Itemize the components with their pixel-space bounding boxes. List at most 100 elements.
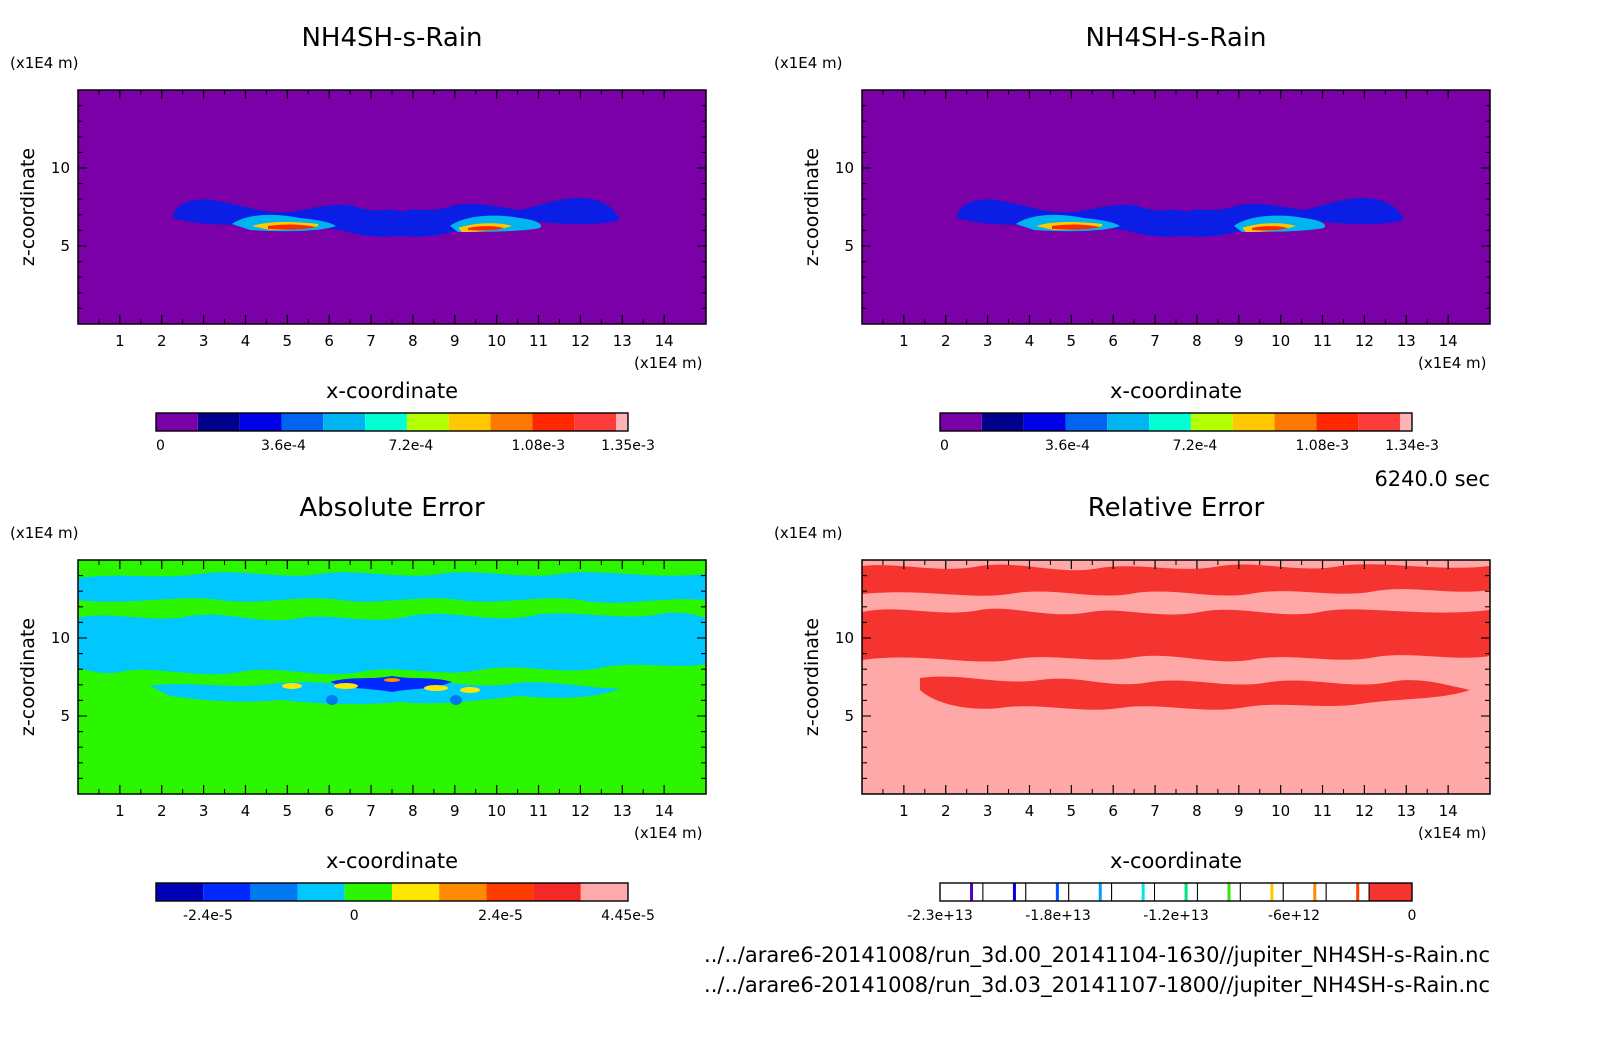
colorbar-segment	[239, 413, 282, 431]
colorbar-segment	[1316, 413, 1359, 431]
colorbar-segment	[616, 413, 628, 431]
x-unit-label: (x1E4 m)	[634, 354, 703, 372]
negative-blob	[450, 695, 462, 705]
colorbar-segment	[1190, 413, 1233, 431]
y-tick-label: 5	[844, 707, 854, 725]
colorbar-segment	[1358, 413, 1400, 431]
x-tick-label: 1	[899, 332, 909, 350]
y-tick-labels: 5 10	[51, 629, 70, 725]
colorbar-contour-line	[1055, 883, 1059, 901]
x-tick-label: 10	[1271, 802, 1290, 820]
colorbar-segment	[156, 413, 198, 431]
x-tick-label: 1	[899, 802, 909, 820]
x-tick-label: 3	[199, 332, 209, 350]
x-tick-label: 2	[157, 332, 167, 350]
x-tick-label: 5	[283, 802, 293, 820]
z-unit-label: (x1E4 m)	[774, 54, 843, 72]
panel-title: NH4SH-s-Rain	[301, 23, 482, 53]
colorbar-contour-line	[1313, 883, 1317, 901]
colorbar-contour-line	[1141, 883, 1145, 901]
y-tick-labels: 5 10	[835, 629, 854, 725]
x-tick-label: 4	[241, 802, 251, 820]
colorbar-segment	[574, 413, 616, 431]
x-tick-label: 5	[1067, 332, 1077, 350]
colorbar-segment	[448, 413, 491, 431]
y-axis-label: z-coordinate	[17, 148, 39, 266]
y-tick-label: 10	[51, 629, 70, 647]
z-unit-label: (x1E4 m)	[10, 54, 79, 72]
x-tick-label: 11	[1313, 332, 1332, 350]
colorbar-segment	[365, 413, 407, 431]
tick-marks	[78, 90, 706, 324]
x-tick-label: 12	[1355, 802, 1374, 820]
colorbar-frame	[155, 882, 629, 902]
x-tick-label: 11	[529, 802, 548, 820]
colorbar-segment	[940, 413, 982, 431]
x-tick-label: 9	[1234, 332, 1244, 350]
colorbar-contour-line	[1270, 883, 1274, 901]
colorbar-segment	[1196, 882, 1241, 902]
panel-title: Absolute Error	[299, 493, 485, 523]
colorbar-segment	[323, 413, 366, 431]
x-tick-label: 9	[450, 332, 460, 350]
x-tick-label: 13	[613, 332, 632, 350]
colorbar-tick-label: 0	[940, 438, 949, 454]
colorbar-segment	[981, 413, 1024, 431]
y-axis-label: z-coordinate	[801, 618, 823, 736]
colorbar-segment	[203, 883, 251, 901]
x-unit-label: (x1E4 m)	[1418, 354, 1487, 372]
colorbar-tick-label: -2.4e-5	[183, 908, 233, 924]
colorbar-tick-label: 4.45e-5	[601, 908, 655, 924]
z-unit-label: (x1E4 m)	[10, 524, 79, 542]
colorbar-segment	[982, 882, 1027, 902]
colorbar-contour-line	[1227, 883, 1231, 901]
field-background	[862, 560, 1490, 794]
colorbar-segment	[1023, 413, 1066, 431]
colorbar-segment	[1107, 413, 1150, 431]
x-tick-labels: 1 2 3 4 5 6 7 8 9 10 11 12 13 14	[115, 802, 674, 820]
colorbar-segment	[486, 883, 534, 901]
file-path-1: ../../arare6-20141008/run_3d.00_20141104…	[704, 943, 1490, 968]
x-tick-label: 5	[1067, 802, 1077, 820]
colorbar-frame	[939, 412, 1413, 432]
colorbar-segment	[580, 883, 628, 901]
x-tick-label: 3	[983, 802, 993, 820]
x-tick-label: 4	[1025, 332, 1035, 350]
x-tick-label: 7	[366, 332, 376, 350]
tick-marks	[862, 90, 1490, 324]
colorbar-segment	[533, 883, 581, 901]
colorbar-tick-label: -6e+12	[1268, 908, 1320, 924]
cloud-core-right-peak	[1252, 226, 1288, 231]
colorbar-tick-label: -1.8e+13	[1025, 908, 1090, 924]
negative-core	[330, 676, 452, 692]
y-tick-label: 10	[835, 629, 854, 647]
x-tick-label: 7	[366, 802, 376, 820]
y-tick-label: 5	[60, 237, 70, 255]
panel-bottom-right: Relative Error (x1E4 m) 1 2 3 4 5 6 7 8 9 10 11 12 1…	[774, 493, 1491, 924]
cyan-band-lower	[150, 680, 620, 705]
red-band-lower	[920, 676, 1470, 710]
colorbar-segment	[1025, 882, 1070, 902]
colorbar-tick-label: 1.34e-3	[1385, 438, 1439, 454]
colorbar-segment	[297, 883, 345, 901]
y-axis-label: z-coordinate	[801, 148, 823, 266]
x-axis-label: x-coordinate	[326, 849, 458, 873]
cyan-band-top	[78, 572, 706, 603]
colorbar: -2.4e-5 0 2.4e-5 4.45e-5	[155, 882, 655, 924]
file-path-2: ../../arare6-20141008/run_3d.03_20141107…	[704, 973, 1490, 998]
colorbar-segment	[1111, 882, 1156, 902]
tick-marks	[862, 560, 1490, 794]
y-tick-label: 10	[835, 159, 854, 177]
field-background	[862, 90, 1490, 324]
colorbar-tick-label: 3.6e-4	[261, 438, 306, 454]
x-tick-label: 14	[1439, 802, 1458, 820]
colorbar-segment	[1149, 413, 1191, 431]
colorbar-tick-label: 1.08e-3	[511, 438, 565, 454]
y-tick-label: 5	[844, 237, 854, 255]
x-tick-label: 12	[571, 332, 590, 350]
x-tick-label: 8	[1192, 332, 1202, 350]
colorbar-segment	[1239, 882, 1284, 902]
x-tick-label: 4	[241, 332, 251, 350]
colorbar-contour-line	[1184, 883, 1188, 901]
x-tick-label: 7	[1150, 332, 1160, 350]
